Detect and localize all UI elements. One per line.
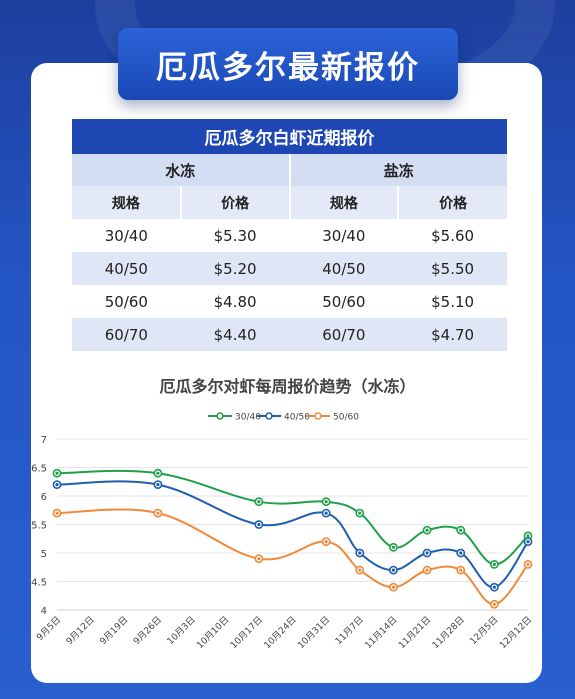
legend-marker — [265, 412, 273, 420]
legend-label: 50/60 — [333, 413, 359, 423]
table-cell: $5.50 — [431, 259, 475, 278]
table-cell: $4.40 — [213, 325, 257, 344]
legend-label: 30/40 — [235, 413, 261, 423]
table-cell: $5.10 — [431, 292, 475, 311]
data-point-center — [257, 557, 261, 561]
table-cell: 30/40 — [104, 226, 148, 245]
column-header: 规格 — [111, 195, 140, 212]
data-point-center — [459, 568, 463, 572]
x-tick-label: 10月24日 — [262, 614, 299, 651]
data-point-center — [257, 522, 261, 527]
data-point-center — [156, 483, 160, 487]
chart-gridlines — [57, 438, 528, 611]
data-point-center — [425, 551, 429, 555]
data-point-center — [459, 528, 463, 532]
y-tick-label: 6 — [41, 492, 47, 503]
table-cell: 30/40 — [322, 226, 366, 245]
data-point-center — [55, 511, 59, 515]
x-tick-label: 10月3日 — [165, 614, 198, 647]
x-tick-label: 10月10日 — [195, 614, 232, 651]
x-tick-label: 9月5日 — [35, 614, 64, 643]
table-row: 30/40 $5.30 30/40 $5.60 — [72, 219, 507, 252]
data-point-center — [492, 602, 496, 606]
legend-marker — [314, 412, 322, 420]
data-point-center — [358, 511, 362, 515]
data-point-center — [324, 511, 328, 515]
y-tick-label: 5.5 — [31, 521, 47, 532]
x-axis-ticks: 9月5日 9月12日 9月19日 9月26日 10月3日10月10日10月17日10月2… — [35, 614, 535, 651]
column-header: 价格 — [397, 186, 507, 219]
column-header: 价格 — [179, 186, 290, 219]
table-cell: 60/70 — [104, 325, 148, 344]
chart-title: 厄瓜多尔对虾每周报价趋势（水冻） — [159, 377, 416, 396]
table-cell: 60/70 — [322, 325, 366, 344]
y-tick-label: 5 — [41, 549, 47, 560]
legend-label: 40/50 — [284, 413, 310, 423]
column-header: 规格 — [288, 186, 399, 219]
table-cell: 50/60 — [104, 292, 148, 311]
data-point-center — [55, 483, 59, 487]
table-cell: $4.70 — [431, 325, 475, 344]
data-point-center — [156, 511, 160, 515]
data-point-center — [257, 500, 261, 504]
x-tick-label: 11月21日 — [396, 614, 433, 651]
data-point-center — [526, 534, 530, 538]
x-tick-label: 12月12日 — [497, 614, 534, 651]
data-point-center — [358, 551, 362, 555]
y-axis-ticks: 4 4.5 5 5.5 6 6.5 7 — [31, 435, 47, 617]
page-title: 厄瓜多尔最新报价 — [118, 28, 458, 100]
line-chart: 30/40 40/50 50/60 44.555.566.57 9月5日 9月12日 9… — [31, 412, 535, 651]
y-tick-label: 4 — [41, 606, 47, 617]
data-point-center — [156, 471, 160, 475]
group-header-salt-frozen: 盐冻 — [288, 154, 507, 186]
series-line-50-60 — [56, 508, 529, 606]
data-point-center — [55, 471, 59, 475]
y-tick-label: 7 — [41, 435, 47, 446]
data-point-center — [526, 562, 530, 566]
table-title: 厄瓜多尔白虾近期报价 — [204, 129, 375, 149]
data-point-center — [324, 500, 328, 504]
x-tick-label: 10月31日 — [296, 614, 333, 651]
table-row: 60/70 $4.40 60/70 $4.70 — [72, 318, 507, 351]
x-tick-label: 9月12日 — [64, 614, 97, 647]
table-row: 50/60 $4.80 50/60 $5.10 — [72, 285, 507, 318]
data-point-center — [492, 562, 496, 566]
table-cell: $5.30 — [213, 226, 257, 245]
data-point-center — [358, 568, 362, 572]
data-point-center — [391, 585, 396, 589]
x-tick-label: 9月26日 — [131, 614, 164, 647]
data-point-center — [324, 540, 328, 544]
group-header-water-frozen: 水冻 — [165, 161, 196, 180]
chart-legend: 30/40 40/50 50/60 — [208, 412, 359, 423]
x-tick-label: 11月7日 — [333, 614, 366, 647]
table-cell: 50/60 — [322, 292, 366, 311]
table-cell: 40/50 — [322, 259, 366, 278]
price-table: 厄瓜多尔白虾近期报价 水冻 盐冻 规格 价格 规格 价格 30/40 $5.30… — [72, 119, 507, 351]
table-title-row: 厄瓜多尔白虾近期报价 — [72, 119, 507, 154]
y-tick-label: 4.5 — [31, 578, 47, 589]
data-point-center — [391, 568, 396, 572]
table-cell: $5.20 — [213, 259, 257, 278]
table-row: 40/50 $5.20 40/50 $5.50 — [72, 252, 507, 285]
x-tick-label: 10月17日 — [228, 614, 265, 651]
x-tick-label: 9月19日 — [98, 614, 131, 647]
table-cell: $5.60 — [431, 226, 475, 245]
table-cell: $4.80 — [213, 292, 257, 311]
x-tick-label: 12月5日 — [468, 614, 501, 647]
y-tick-label: 6.5 — [31, 464, 47, 475]
table-group-row: 水冻 盐冻 — [72, 154, 507, 186]
data-point-center — [492, 585, 496, 589]
x-tick-label: 11月14日 — [363, 614, 400, 651]
data-point-center — [425, 568, 429, 572]
data-point-center — [526, 540, 530, 544]
table-cell: 40/50 — [104, 259, 148, 278]
data-point-center — [425, 528, 429, 532]
chart-series — [52, 468, 533, 609]
data-point-center — [459, 551, 463, 555]
data-point-center — [391, 545, 396, 549]
x-tick-label: 11月28日 — [430, 614, 467, 651]
table-header-row: 规格 价格 规格 价格 — [72, 186, 507, 219]
legend-marker — [216, 412, 224, 420]
